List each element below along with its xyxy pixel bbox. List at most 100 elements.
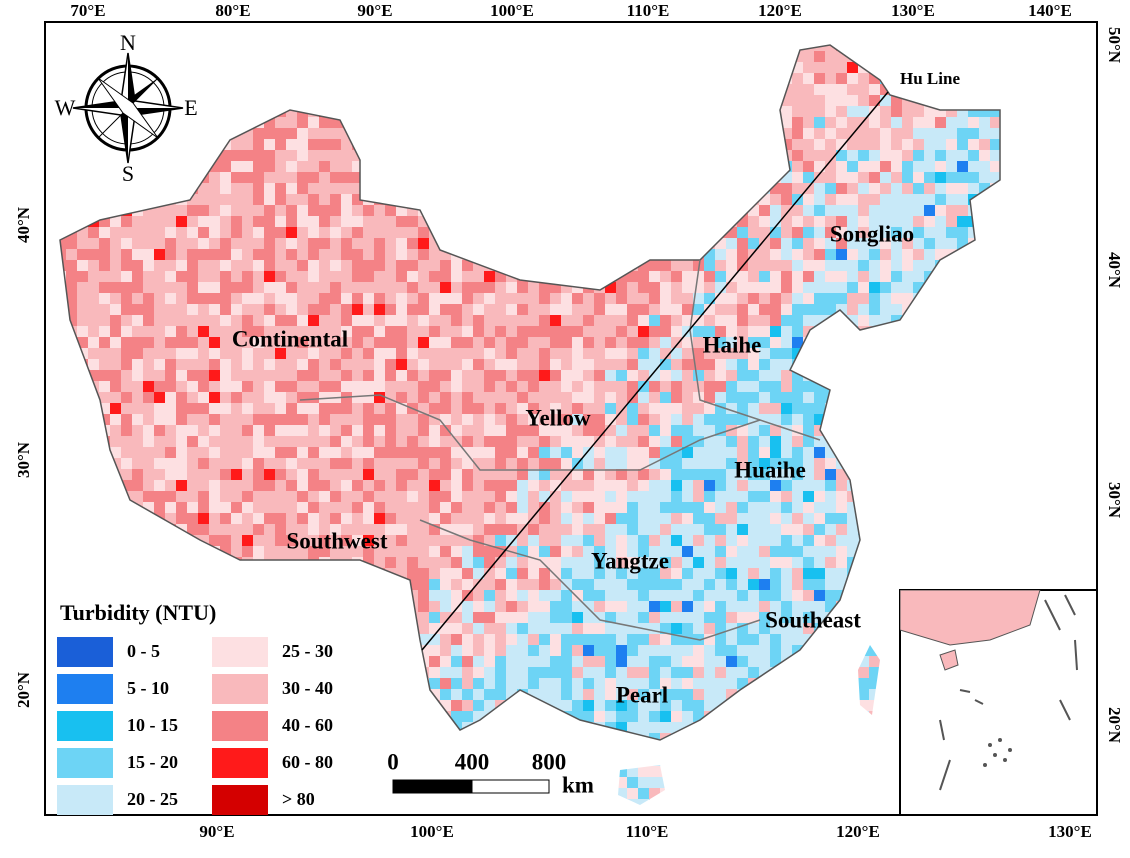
grid-cell	[440, 656, 451, 667]
grid-cell	[275, 458, 286, 469]
grid-cell	[902, 227, 913, 238]
grid-cell	[506, 337, 517, 348]
grid-cell	[825, 590, 836, 601]
grid-cell	[715, 304, 726, 315]
grid-cell	[66, 249, 77, 260]
grid-cell	[374, 524, 385, 535]
grid-cell	[803, 403, 814, 414]
grid-cell	[671, 491, 682, 502]
grid-cell	[253, 216, 264, 227]
grid-cell	[319, 304, 330, 315]
grid-cell	[341, 150, 352, 161]
grid-cell	[341, 205, 352, 216]
grid-cell	[385, 216, 396, 227]
grid-cell	[242, 359, 253, 370]
grid-cell	[286, 337, 297, 348]
grid-cell	[253, 227, 264, 238]
grid-cell	[220, 249, 231, 260]
grid-cell	[297, 414, 308, 425]
grid-cell	[605, 348, 616, 359]
grid-cell	[154, 414, 165, 425]
grid-cell	[110, 304, 121, 315]
grid-cell	[407, 282, 418, 293]
grid-cell	[429, 436, 440, 447]
grid-cell	[759, 260, 770, 271]
grid-cell	[759, 249, 770, 260]
grid-cell	[759, 645, 770, 656]
grid-cell	[66, 282, 77, 293]
grid-cell	[451, 348, 462, 359]
grid-cell	[616, 535, 627, 546]
grid-cell	[594, 370, 605, 381]
grid-cell	[836, 249, 847, 260]
grid-cell	[979, 128, 990, 139]
grid-cell	[781, 634, 792, 645]
grid-cell	[132, 491, 143, 502]
grid-cell	[693, 546, 704, 557]
grid-cell	[825, 73, 836, 84]
grid-cell	[451, 546, 462, 557]
grid-cell	[627, 535, 638, 546]
grid-cell	[363, 469, 374, 480]
grid-cell	[550, 656, 561, 667]
grid-cell	[462, 546, 473, 557]
grid-cell	[660, 271, 671, 282]
grid-cell	[748, 348, 759, 359]
grid-cell	[660, 623, 671, 634]
grid-cell	[649, 524, 660, 535]
grid-cell	[385, 326, 396, 337]
grid-cell	[858, 84, 869, 95]
grid-cell	[506, 392, 517, 403]
grid-cell	[319, 238, 330, 249]
grid-cell	[792, 546, 803, 557]
grid-cell	[121, 227, 132, 238]
grid-cell	[330, 403, 341, 414]
grid-cell	[242, 139, 253, 150]
grid-cell	[748, 634, 759, 645]
grid-cell	[693, 601, 704, 612]
grid-cell	[946, 128, 957, 139]
grid-cell	[616, 414, 627, 425]
grid-cell	[737, 546, 748, 557]
grid-cell	[484, 590, 495, 601]
grid-cell	[561, 282, 572, 293]
grid-cell	[440, 579, 451, 590]
grid-cell	[451, 381, 462, 392]
grid-cell	[957, 106, 968, 117]
grid-cell	[396, 227, 407, 238]
grid-cell	[396, 502, 407, 513]
grid-cell	[440, 667, 451, 678]
grid-cell	[473, 370, 484, 381]
grid-cell	[913, 194, 924, 205]
grid-cell	[935, 172, 946, 183]
grid-cell	[506, 535, 517, 546]
grid-cell	[374, 392, 385, 403]
grid-cell	[847, 513, 858, 524]
grid-cell	[693, 403, 704, 414]
grid-cell	[660, 392, 671, 403]
grid-cell	[759, 436, 770, 447]
grid-cell	[814, 414, 825, 425]
grid-cell	[715, 326, 726, 337]
grid-cell	[726, 601, 737, 612]
grid-cell	[440, 601, 451, 612]
grid-cell	[275, 194, 286, 205]
grid-cell	[759, 238, 770, 249]
grid-cell	[913, 227, 924, 238]
grid-cell	[682, 623, 693, 634]
grid-cell	[253, 271, 264, 282]
grid-cell	[682, 469, 693, 480]
grid-cell	[836, 524, 847, 535]
grid-cell	[605, 359, 616, 370]
grid-cell	[660, 293, 671, 304]
grid-cell	[297, 271, 308, 282]
grid-cell	[209, 469, 220, 480]
grid-cell	[462, 359, 473, 370]
grid-cell	[704, 568, 715, 579]
grid-cell	[803, 194, 814, 205]
grid-cell	[748, 425, 759, 436]
grid-cell	[253, 480, 264, 491]
grid-cell	[440, 359, 451, 370]
grid-cell	[671, 392, 682, 403]
grid-cell	[891, 205, 902, 216]
